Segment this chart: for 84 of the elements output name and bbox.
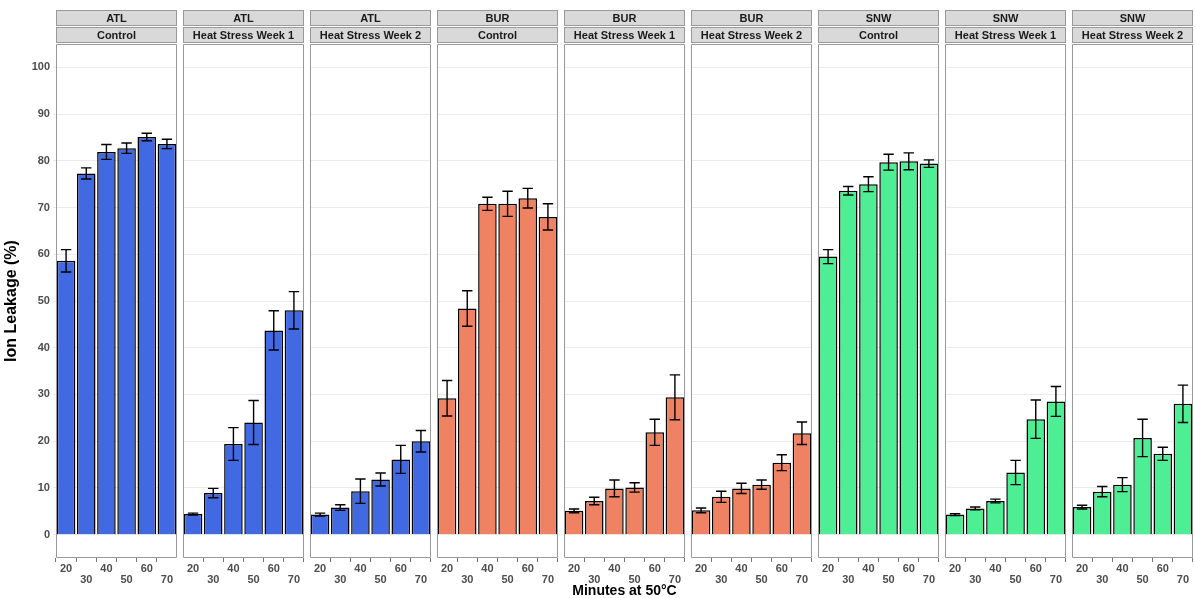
y-tick-label: 60 <box>37 247 50 260</box>
y-tick-label: 30 <box>37 387 50 400</box>
x-tick-label: 30 <box>715 572 728 585</box>
x-tick-label: 60 <box>140 561 153 574</box>
x-tick-label: 40 <box>1116 561 1129 574</box>
chart-subtitle: Heat Stress Week 2 <box>691 27 812 43</box>
chart-title: ATL <box>310 10 431 26</box>
x-tick-label: 70 <box>287 572 301 585</box>
y-tick-label: 100 <box>31 60 50 73</box>
y-axis-title: Ion Leakage (%) <box>2 240 20 362</box>
y-tick-label: 80 <box>37 153 50 166</box>
chart-title: SNW <box>818 10 939 26</box>
x-tick-label: 50 <box>120 572 133 585</box>
x-tick-label: 70 <box>1176 572 1190 585</box>
y-tick-label: 40 <box>37 340 50 353</box>
x-tick-label: 30 <box>969 572 982 585</box>
y-tick-label: 0 <box>43 527 50 540</box>
x-tick-label: 60 <box>394 561 407 574</box>
x-tick-label: 60 <box>1029 561 1042 574</box>
x-tick-label: 20 <box>1075 561 1089 574</box>
x-tick-label: 70 <box>414 572 428 585</box>
x-tick-label: 60 <box>775 561 788 574</box>
chart-subtitle: Control <box>56 27 177 43</box>
chart-title: ATL <box>183 10 304 26</box>
chart-subtitle: Heat Stress Week 2 <box>1072 27 1193 43</box>
x-tick-label: 20 <box>948 561 962 574</box>
y-tick-label: 90 <box>37 107 50 120</box>
x-tick-label: 20 <box>186 561 200 574</box>
x-tick-label: 60 <box>521 561 534 574</box>
x-tick-label: 50 <box>755 572 768 585</box>
x-tick-label: 30 <box>588 572 601 585</box>
x-tick-label: 50 <box>501 572 514 585</box>
chart-title: SNW <box>945 10 1066 26</box>
y-tick-label: 70 <box>37 200 50 213</box>
x-tick-label: 60 <box>267 561 280 574</box>
y-tick-label: 50 <box>37 294 50 307</box>
x-tick-label: 40 <box>989 561 1002 574</box>
x-tick-label: 40 <box>735 561 748 574</box>
chart-subtitle: Heat Stress Week 1 <box>183 27 304 43</box>
x-tick-label: 30 <box>461 572 474 585</box>
x-tick-label: 40 <box>608 561 621 574</box>
x-tick-label: 50 <box>628 572 641 585</box>
x-tick-label: 20 <box>59 561 73 574</box>
x-tick-label: 40 <box>227 561 240 574</box>
y-tick-label: 10 <box>37 480 50 493</box>
x-tick-label: 30 <box>80 572 93 585</box>
x-tick-label: 30 <box>207 572 220 585</box>
x-tick-label: 40 <box>354 561 367 574</box>
x-tick-label: 70 <box>668 572 682 585</box>
x-tick-label: 60 <box>902 561 915 574</box>
chart-title: ATL <box>56 10 177 26</box>
chart-subtitle: Heat Stress Week 1 <box>945 27 1066 43</box>
x-tick-label: 20 <box>440 561 454 574</box>
chart-subtitle: Heat Stress Week 2 <box>310 27 431 43</box>
x-tick-label: 60 <box>648 561 661 574</box>
chart-title: BUR <box>691 10 812 26</box>
x-tick-label: 20 <box>821 561 835 574</box>
x-tick-label: 40 <box>481 561 494 574</box>
x-tick-label: 20 <box>567 561 581 574</box>
chart-title: BUR <box>437 10 558 26</box>
chart-subtitle: Control <box>437 27 558 43</box>
x-tick-label: 70 <box>541 572 555 585</box>
x-tick-label: 40 <box>100 561 113 574</box>
x-tick-label: 70 <box>922 572 936 585</box>
x-tick-label: 50 <box>882 572 895 585</box>
x-tick-label: 60 <box>1156 561 1169 574</box>
x-tick-label: 50 <box>1009 572 1022 585</box>
x-tick-label: 50 <box>374 572 387 585</box>
x-tick-label: 20 <box>694 561 708 574</box>
x-tick-label: 30 <box>334 572 347 585</box>
chart-subtitle: Control <box>818 27 939 43</box>
chart-title: SNW <box>1072 10 1193 26</box>
x-tick-label: 30 <box>842 572 855 585</box>
x-tick-label: 20 <box>313 561 327 574</box>
x-tick-label: 50 <box>247 572 260 585</box>
x-tick-label: 70 <box>795 572 809 585</box>
x-tick-label: 70 <box>1049 572 1063 585</box>
x-tick-label: 40 <box>862 561 875 574</box>
y-tick-label: 20 <box>37 434 50 447</box>
x-tick-label: 50 <box>1136 572 1149 585</box>
chart-title: BUR <box>564 10 685 26</box>
chart-subtitle: Heat Stress Week 1 <box>564 27 685 43</box>
x-tick-label: 30 <box>1096 572 1109 585</box>
x-tick-label: 70 <box>160 572 174 585</box>
